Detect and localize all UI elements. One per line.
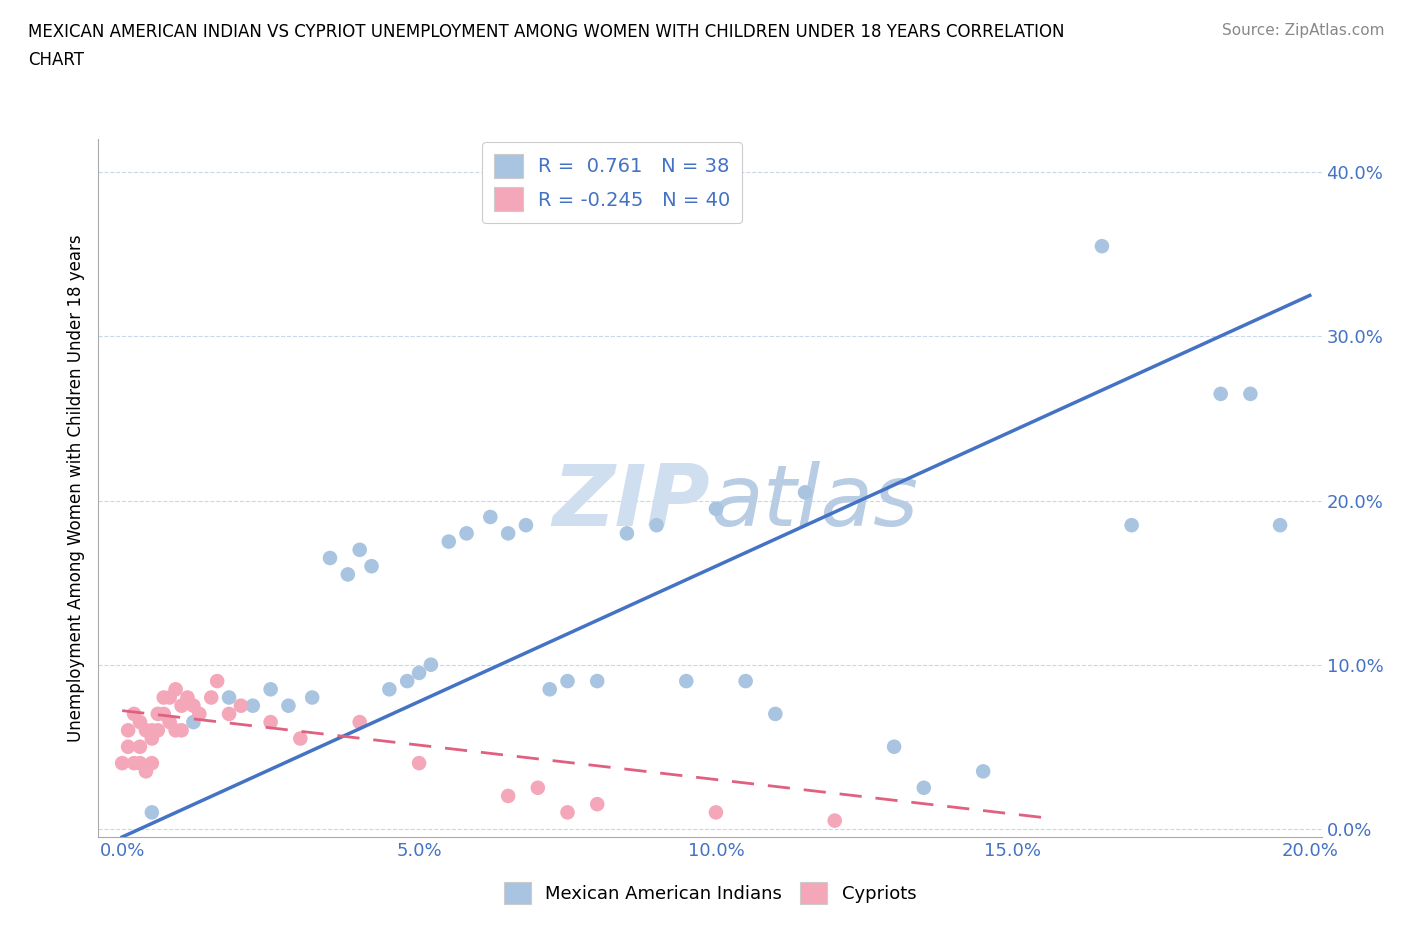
Point [135, 723, 157, 737]
Point [496, 526, 519, 541]
Point [141, 731, 163, 746]
Point [1209, 387, 1232, 402]
Point [319, 551, 342, 565]
Point [496, 789, 519, 804]
Point [456, 526, 478, 541]
Point [200, 690, 222, 705]
Point [141, 756, 163, 771]
Point [396, 673, 419, 688]
Point [349, 542, 371, 557]
Point [378, 682, 401, 697]
Point [129, 739, 152, 754]
Point [159, 714, 181, 729]
Point [165, 682, 187, 697]
Point [141, 805, 163, 820]
Point [229, 698, 252, 713]
Point [277, 698, 299, 713]
Point [176, 690, 198, 705]
Text: MEXICAN AMERICAN INDIAN VS CYPRIOT UNEMPLOYMENT AMONG WOMEN WITH CHILDREN UNDER : MEXICAN AMERICAN INDIAN VS CYPRIOT UNEMP… [28, 23, 1064, 41]
Point [675, 673, 697, 688]
Text: CHART: CHART [28, 51, 84, 69]
Point [165, 723, 187, 737]
Point [152, 690, 174, 705]
Point [129, 756, 152, 771]
Point [408, 756, 430, 771]
Point [290, 731, 312, 746]
Point [794, 485, 817, 499]
Point [122, 707, 145, 722]
Legend: Mexican American Indians, Cypriots: Mexican American Indians, Cypriots [496, 875, 924, 911]
Point [117, 739, 139, 754]
Point [515, 518, 537, 533]
Point [1268, 518, 1291, 533]
Point [159, 690, 181, 705]
Point [259, 682, 281, 697]
Point [111, 756, 134, 771]
Point [129, 714, 152, 729]
Point [218, 690, 240, 705]
Point [586, 673, 609, 688]
Point [146, 707, 169, 722]
Text: Source: ZipAtlas.com: Source: ZipAtlas.com [1222, 23, 1385, 38]
Point [141, 723, 163, 737]
Point [183, 714, 205, 729]
Point [360, 559, 382, 574]
Point [616, 526, 638, 541]
Point [437, 534, 460, 549]
Text: ZIP: ZIP [553, 460, 710, 544]
Point [763, 707, 786, 722]
Point [336, 567, 359, 582]
Point [218, 707, 240, 722]
Point [259, 714, 281, 729]
Point [146, 723, 169, 737]
Point [205, 673, 228, 688]
Point [883, 739, 905, 754]
Point [183, 698, 205, 713]
Y-axis label: Unemployment Among Women with Children Under 18 years: Unemployment Among Women with Children U… [66, 234, 84, 742]
Point [152, 707, 174, 722]
Point [704, 501, 727, 516]
Text: atlas: atlas [710, 460, 918, 544]
Point [972, 764, 994, 778]
Point [527, 780, 550, 795]
Point [824, 813, 846, 828]
Point [479, 510, 502, 525]
Point [734, 673, 756, 688]
Point [557, 805, 579, 820]
Point [538, 682, 561, 697]
Point [349, 714, 371, 729]
Point [704, 805, 727, 820]
Point [122, 756, 145, 771]
Point [1121, 518, 1143, 533]
Point [170, 723, 193, 737]
Point [1091, 239, 1114, 254]
Point [408, 666, 430, 681]
Point [170, 698, 193, 713]
Point [135, 764, 157, 778]
Point [912, 780, 935, 795]
Point [1239, 387, 1261, 402]
Point [188, 707, 211, 722]
Point [586, 797, 609, 812]
Point [420, 658, 443, 672]
Point [117, 723, 139, 737]
Point [301, 690, 323, 705]
Point [557, 673, 579, 688]
Point [645, 518, 668, 533]
Point [242, 698, 264, 713]
